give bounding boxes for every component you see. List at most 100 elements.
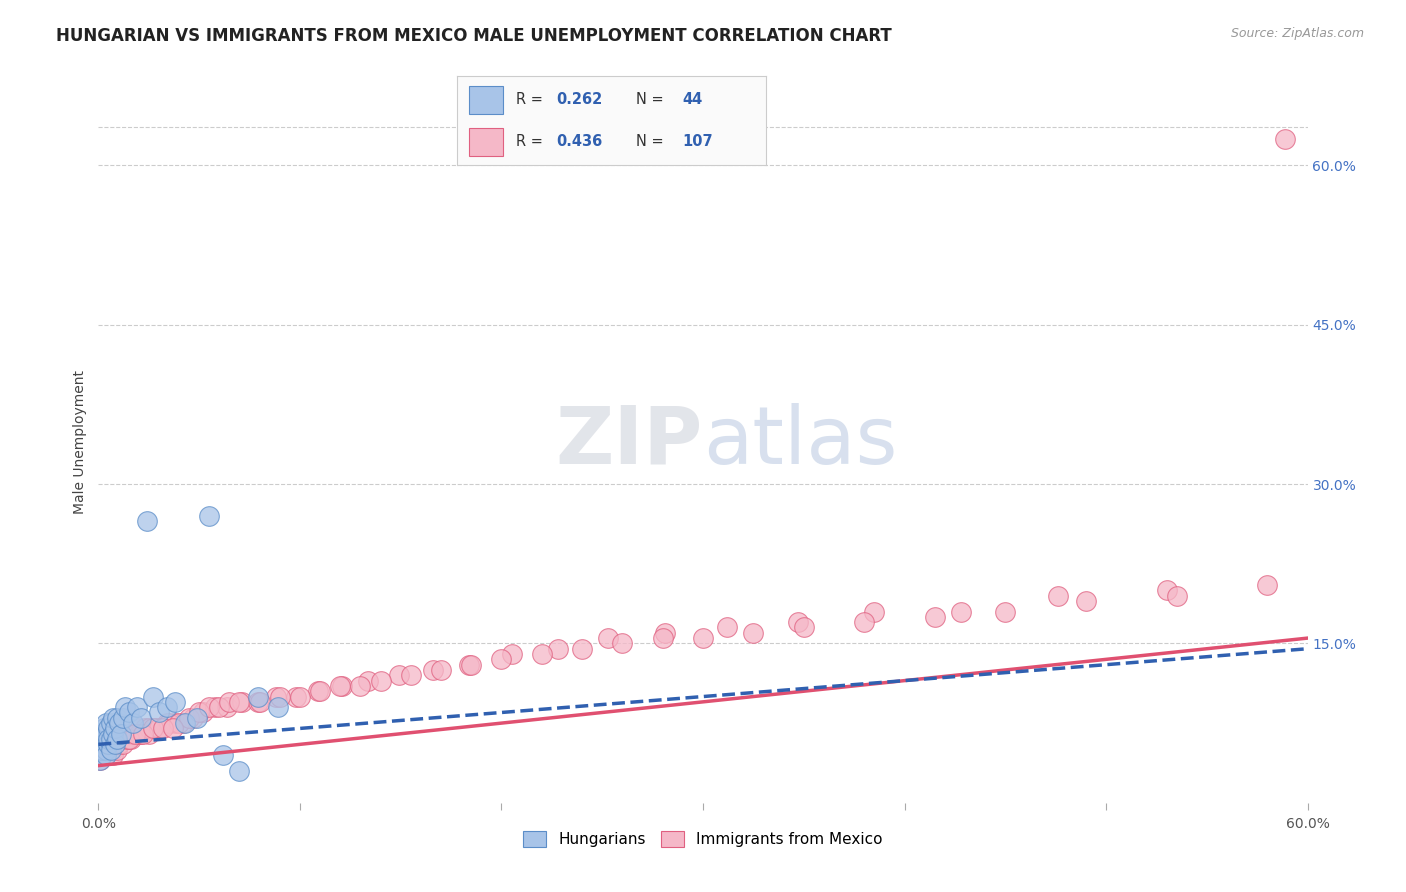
Point: [107, 716, 129, 731]
Point: [1274, 132, 1296, 146]
Point: [949, 605, 972, 619]
Point: [97, 722, 120, 736]
Point: [121, 716, 143, 731]
Point: [249, 695, 271, 709]
Point: [157, 716, 180, 731]
Point: [96, 747, 118, 762]
Point: [174, 716, 197, 731]
Point: [121, 727, 143, 741]
Point: [101, 711, 124, 725]
Point: [212, 747, 235, 762]
Point: [100, 727, 122, 741]
Text: 0.262: 0.262: [555, 93, 602, 107]
Point: [89, 737, 111, 751]
Text: N =: N =: [637, 93, 669, 107]
Point: [103, 727, 125, 741]
Point: [716, 620, 738, 634]
Point: [89, 753, 111, 767]
Point: [357, 673, 380, 688]
Point: [994, 605, 1017, 619]
Point: [105, 711, 128, 725]
Point: [96, 716, 118, 731]
Point: [156, 700, 179, 714]
Point: [93, 732, 115, 747]
Point: [114, 727, 136, 741]
Text: 0.436: 0.436: [555, 135, 602, 149]
Point: [422, 663, 444, 677]
Point: [111, 711, 134, 725]
Text: 44: 44: [683, 93, 703, 107]
Point: [458, 657, 481, 672]
Point: [399, 668, 422, 682]
Point: [143, 722, 166, 736]
Point: [228, 695, 250, 709]
Point: [96, 727, 118, 741]
Point: [692, 631, 714, 645]
Point: [128, 727, 150, 741]
Point: [96, 747, 118, 762]
Point: [100, 742, 122, 756]
Point: [101, 732, 124, 747]
Point: [97, 737, 120, 751]
Point: [786, 615, 808, 630]
Point: [193, 706, 215, 720]
Point: [571, 641, 593, 656]
Text: N =: N =: [637, 135, 669, 149]
Point: [1166, 589, 1188, 603]
Point: [138, 727, 160, 741]
Point: [654, 625, 676, 640]
Point: [167, 716, 190, 731]
Point: [501, 647, 523, 661]
Point: [103, 722, 125, 736]
Point: [264, 690, 287, 704]
Point: [91, 747, 114, 762]
Point: [142, 690, 165, 704]
Point: [349, 679, 371, 693]
Point: [1156, 583, 1178, 598]
Point: [96, 742, 118, 756]
Point: [598, 631, 620, 645]
Point: [1046, 589, 1069, 603]
Point: [93, 747, 115, 762]
Point: [228, 764, 250, 778]
Point: [612, 636, 634, 650]
Point: [101, 727, 124, 741]
Point: [124, 727, 146, 741]
Point: [105, 742, 128, 756]
Point: [547, 641, 569, 656]
Point: [152, 722, 174, 736]
Point: [142, 722, 165, 736]
Text: ZIP: ZIP: [555, 402, 703, 481]
Point: [188, 706, 211, 720]
Point: [118, 706, 141, 720]
Point: [148, 706, 170, 720]
Point: [329, 679, 352, 693]
Point: [208, 700, 231, 714]
Point: [125, 722, 148, 736]
Point: [530, 647, 553, 661]
Text: R =: R =: [516, 135, 547, 149]
Point: [93, 737, 115, 751]
Point: [198, 700, 221, 714]
Point: [246, 695, 269, 709]
Point: [217, 700, 239, 714]
Text: 107: 107: [683, 135, 713, 149]
Point: [107, 727, 129, 741]
Point: [218, 695, 240, 709]
Point: [110, 727, 132, 741]
Text: R =: R =: [516, 93, 547, 107]
Point: [110, 732, 132, 747]
Legend: Hungarians, Immigrants from Mexico: Hungarians, Immigrants from Mexico: [517, 825, 889, 853]
Point: [105, 732, 128, 747]
Point: [430, 663, 453, 677]
Point: [231, 695, 253, 709]
Point: [91, 742, 114, 756]
Point: [91, 747, 114, 762]
Point: [149, 722, 172, 736]
Point: [460, 657, 482, 672]
Point: [156, 716, 179, 731]
Point: [148, 722, 170, 736]
Point: [491, 652, 513, 666]
Point: [742, 625, 765, 640]
Point: [1074, 594, 1097, 608]
